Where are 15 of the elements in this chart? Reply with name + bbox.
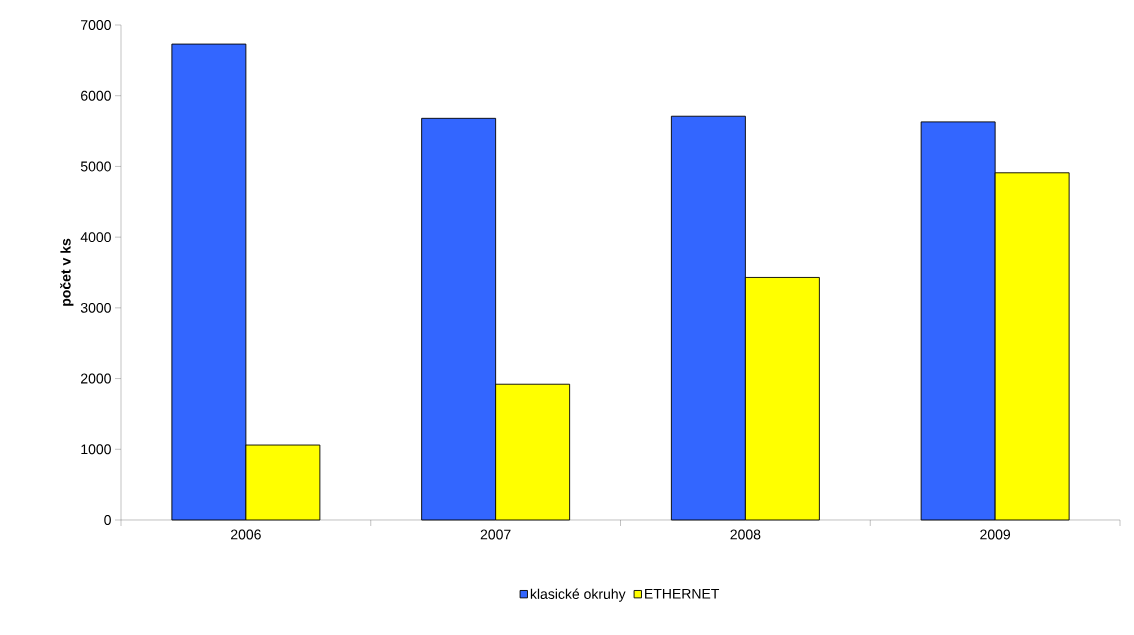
y-tick-label: 3000 [80, 302, 111, 313]
x-tick-label: 2007 [480, 529, 511, 540]
x-tick-label: 2008 [730, 529, 761, 540]
y-tick-label: 6000 [81, 90, 111, 101]
legend-label: ETHERNET [645, 588, 720, 599]
y-tick-label: 1000 [81, 444, 111, 455]
y-tick-label: 4000 [80, 232, 111, 243]
legend-label: klasické okruhy [530, 588, 626, 602]
x-tick-label: 2009 [980, 529, 1011, 540]
y-tick-label: 5000 [80, 161, 111, 172]
x-tick-label: 2006 [231, 529, 261, 540]
y-tick-label: 2000 [81, 373, 111, 384]
y-tick-label: 7000 [81, 20, 111, 30]
y-tick-label: 0 [104, 515, 111, 525]
y-axis-title: počet v ks [60, 238, 74, 306]
